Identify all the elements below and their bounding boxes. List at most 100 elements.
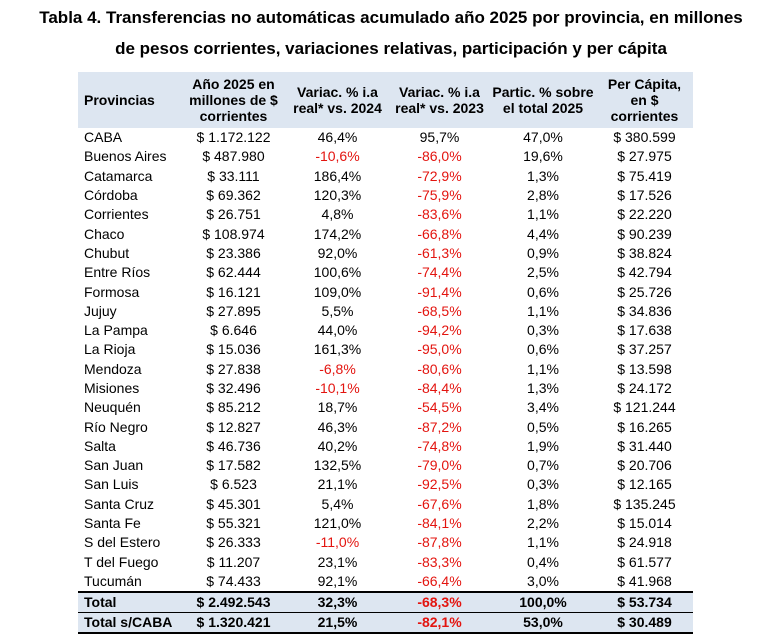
cell-provincia: Total: [78, 591, 181, 613]
cell-monto: $ 27.838: [206, 360, 261, 377]
header-monto: Año 2025 en millones de $ corrientes: [181, 72, 286, 128]
header-provincias: Provincias: [78, 72, 181, 128]
cell-variacion-2023: -82,1%: [389, 612, 490, 635]
cell-variacion-2024: 132,5%: [313, 457, 362, 474]
cell-provincia: T del Fuego: [84, 553, 159, 570]
cell-monto: $ 32.496: [206, 380, 261, 396]
cell-provincia: Jujuy: [84, 302, 117, 319]
cell-variacion-2023: -87,2%: [417, 418, 462, 435]
cell-participacion: 1,1%: [527, 534, 559, 551]
table-body: CABA $ 1.172.122 46,4% 95,7% 47,0% $ 380.599 B…: [78, 128, 693, 635]
cell-variacion-2024: -10,1%: [315, 380, 360, 396]
cell-participacion: 0,3%: [527, 322, 559, 339]
table-row: CABA $ 1.172.122 46,4% 95,7% 47,0% $ 380.599: [78, 128, 693, 147]
cell-per-capita: $ 135.245: [613, 495, 676, 512]
cell-variacion-2024: 186,4%: [313, 167, 362, 184]
cell-monto: $ 62.444: [206, 264, 261, 281]
cell-variacion-2023: -94,2%: [417, 322, 462, 339]
cell-provincia: Tucumán: [84, 572, 142, 589]
cell-participacion: 100,0%: [490, 591, 596, 613]
cell-per-capita: $ 13.598: [617, 360, 672, 377]
cell-participacion: 1,3%: [527, 380, 559, 396]
table-row: Mendoza $ 27.838 -6,8% -80,6% 1,1% $ 13.598: [78, 360, 693, 379]
cell-monto: $ 11.207: [206, 553, 261, 570]
cell-per-capita: $ 61.577: [617, 553, 672, 570]
cell-monto: $ 26.333: [206, 534, 261, 551]
cell-variacion-2024: 40,2%: [317, 437, 358, 454]
cell-participacion: 53,0%: [490, 612, 596, 635]
header-variacion-2023: Variac. % i.a real* vs. 2023: [389, 72, 490, 128]
cell-participacion: 1,3%: [527, 167, 559, 184]
cell-variacion-2024: 109,0%: [313, 283, 362, 300]
cell-monto: $ 6.646: [210, 322, 257, 339]
cell-provincia: Chubut: [84, 244, 130, 261]
cell-monto: $ 45.301: [206, 495, 261, 512]
cell-variacion-2023: -79,0%: [417, 457, 462, 474]
cell-per-capita: $ 20.706: [617, 457, 672, 474]
cell-variacion-2023: -72,9%: [417, 167, 462, 184]
table-row: Formosa $ 16.121 109,0% -91,4% 0,6% $ 25.726: [78, 282, 693, 301]
cell-provincia: La Rioja: [84, 341, 136, 358]
cell-per-capita: $ 16.265: [617, 418, 672, 435]
table-row: Salta $ 46.736 40,2% -74,8% 1,9% $ 31.440: [78, 437, 693, 456]
cell-variacion-2024: 46,4%: [317, 129, 358, 146]
cell-variacion-2024: 4,8%: [321, 206, 354, 223]
cell-variacion-2023: 95,7%: [419, 129, 460, 146]
table-row: San Juan $ 17.582 132,5% -79,0% 0,7% $ 20.706: [78, 456, 693, 475]
cell-variacion-2023: -66,4%: [417, 572, 462, 589]
cell-variacion-2023: -84,4%: [417, 380, 462, 396]
header-row: Provincias Año 2025 en millones de $ cor…: [78, 72, 693, 128]
table-row: Jujuy $ 27.895 5,5% -68,5% 1,1% $ 34.836: [78, 302, 693, 321]
table-row: T del Fuego $ 11.207 23,1% -83,3% 0,4% $ 61.5…: [78, 553, 693, 572]
cell-variacion-2024: 44,0%: [317, 322, 358, 339]
cell-variacion-2023: -91,4%: [417, 283, 462, 300]
cell-per-capita: $ 22.220: [617, 206, 672, 223]
cell-variacion-2023: -86,0%: [417, 148, 462, 165]
cell-provincia: Entre Ríos: [84, 264, 151, 281]
table-row: Catamarca $ 33.111 186,4% -72,9% 1,3% $ 75.41…: [78, 167, 693, 186]
cell-per-capita: $ 90.239: [617, 225, 672, 242]
cell-participacion: 2,5%: [527, 264, 559, 281]
cell-variacion-2024: 120,3%: [313, 187, 362, 204]
cell-monto: $ 46.736: [206, 437, 261, 454]
cell-participacion: 4,4%: [527, 225, 559, 242]
cell-variacion-2023: -75,9%: [417, 187, 462, 204]
cell-variacion-2024: 23,1%: [317, 553, 358, 570]
cell-provincia: La Pampa: [84, 322, 148, 339]
table-title-line-2: de pesos corrientes, variaciones relativ…: [115, 39, 667, 58]
cell-monto: $ 27.895: [206, 302, 261, 319]
cell-monto: $ 26.751: [206, 206, 261, 223]
cell-participacion: 0,4%: [527, 553, 559, 570]
cell-provincia: Santa Cruz: [84, 495, 155, 512]
cell-provincia: Neuquén: [84, 399, 141, 416]
table-row: Chubut $ 23.386 92,0% -61,3% 0,9% $ 38.824: [78, 244, 693, 263]
cell-variacion-2023: -83,6%: [417, 206, 462, 223]
cell-variacion-2023: -95,0%: [417, 341, 462, 358]
cell-per-capita: $ 34.836: [617, 302, 672, 319]
cell-variacion-2024: 161,3%: [313, 341, 362, 358]
cell-provincia: CABA: [84, 129, 123, 146]
cell-variacion-2024: 92,0%: [317, 244, 358, 261]
cell-variacion-2023: -66,8%: [417, 225, 462, 242]
cell-per-capita: $ 17.526: [617, 187, 672, 204]
cell-provincia: Formosa: [84, 283, 140, 300]
cell-variacion-2023: -87,8%: [417, 534, 462, 551]
cell-participacion: 0,6%: [527, 283, 559, 300]
cell-variacion-2024: 32,3%: [286, 591, 389, 613]
cell-monto: $ 17.582: [206, 457, 261, 474]
cell-monto: $ 69.362: [206, 187, 261, 204]
cell-participacion: 0,3%: [527, 476, 559, 493]
cell-monto: $ 2.492.543: [181, 591, 286, 613]
cell-provincia: Catamarca: [84, 167, 153, 184]
cell-per-capita: $ 25.726: [617, 283, 672, 300]
cell-per-capita: $ 53.734: [596, 591, 693, 613]
table-row: Misiones $ 32.496 -10,1% -84,4% 1,3% $ 24.172: [78, 379, 693, 398]
table-row: Río Negro $ 12.827 46,3% -87,2% 0,5% $ 16.265: [78, 417, 693, 436]
transfers-table: Provincias Año 2025 en millones de $ cor…: [78, 72, 693, 635]
cell-participacion: 0,9%: [527, 244, 559, 261]
cell-monto: $ 55.321: [206, 515, 261, 532]
table-row: S del Estero $ 26.333 -11,0% -87,8% 1,1% $ 24…: [78, 533, 693, 552]
cell-monto: $ 74.433: [206, 572, 261, 589]
table-row: Córdoba $ 69.362 120,3% -75,9% 2,8% $ 17.526: [78, 186, 693, 205]
cell-variacion-2024: 18,7%: [317, 399, 358, 416]
